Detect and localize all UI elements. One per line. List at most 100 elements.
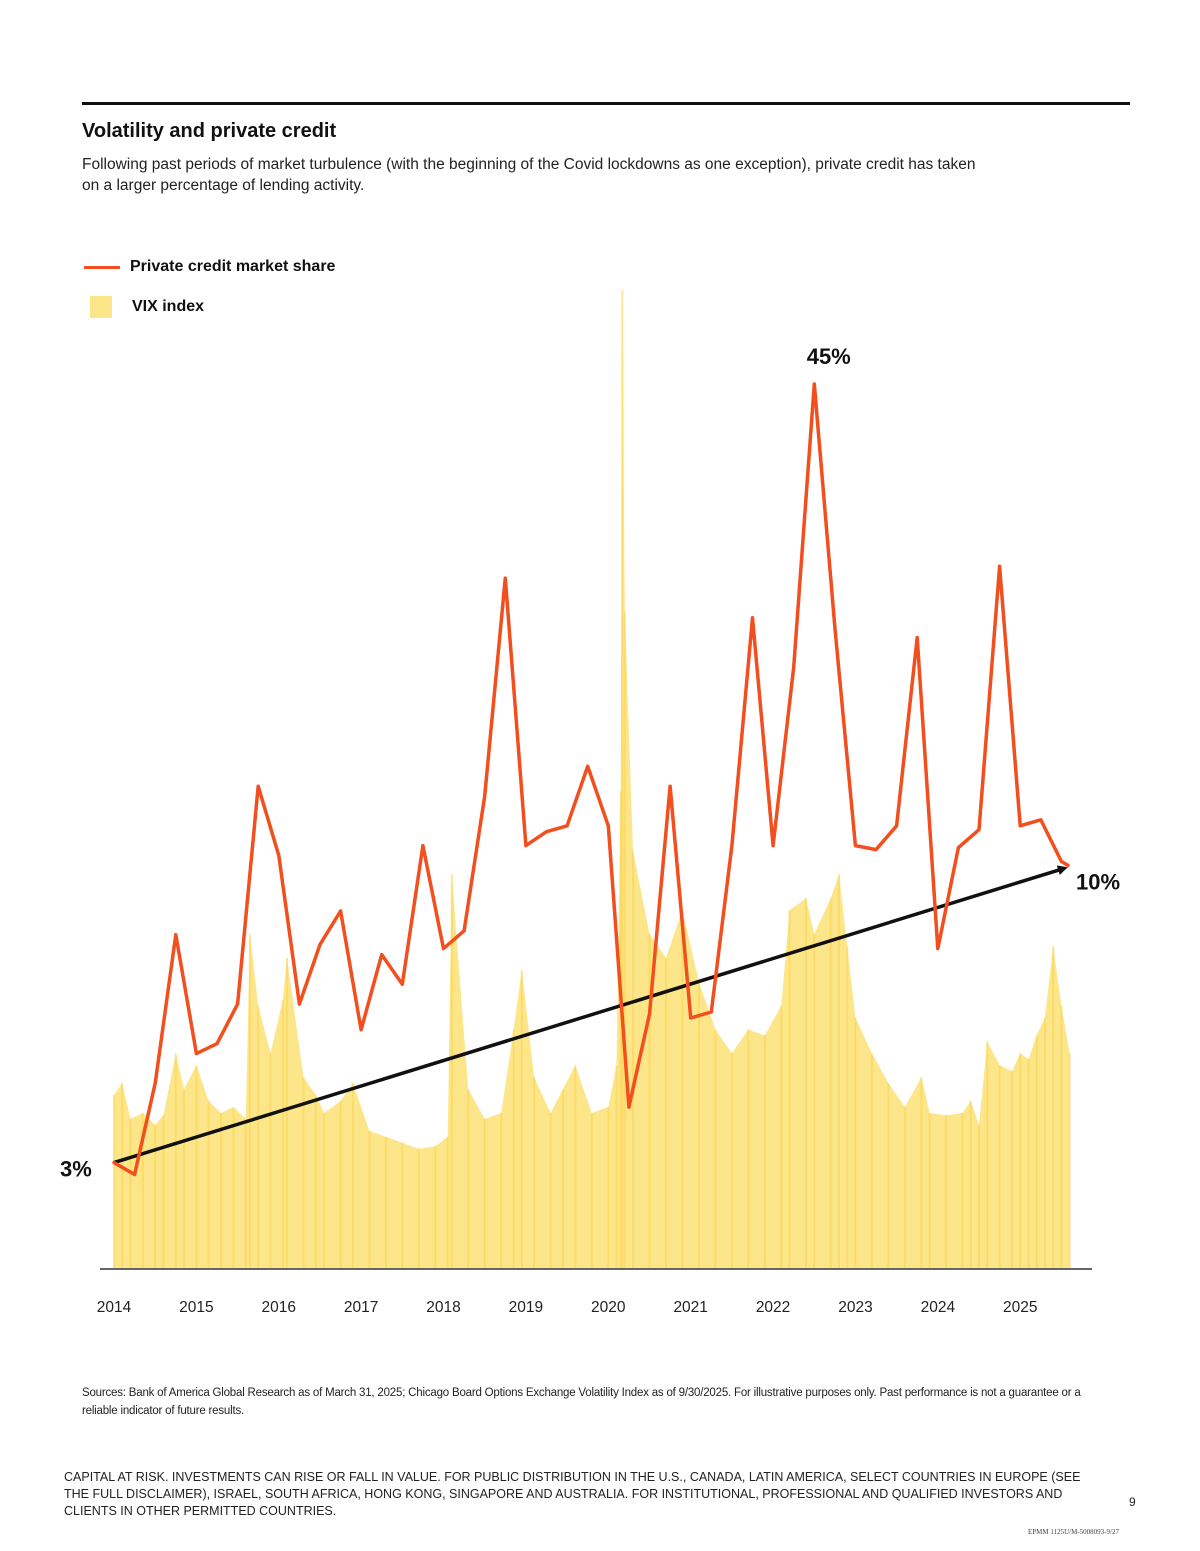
vix-point (286, 957, 288, 1268)
vix-point (520, 969, 523, 1268)
x-tick-label: 2014 (97, 1299, 132, 1316)
vix-point (533, 1077, 536, 1268)
vix-point (113, 1095, 115, 1268)
vix-point (1027, 1059, 1030, 1268)
page-number: 9 (1129, 1495, 1136, 1509)
x-tick-label: 2016 (262, 1299, 296, 1316)
vix-point (805, 898, 807, 1268)
vix-point (220, 1113, 223, 1268)
vix-point (998, 1065, 1001, 1268)
vix-point (562, 1089, 564, 1268)
x-tick-label: 2019 (509, 1299, 543, 1316)
vix-point (339, 1101, 342, 1268)
vix-point (986, 1041, 989, 1268)
document-code: EPMM 1125U/M-5008093-9/27 (1028, 1528, 1119, 1536)
vix-point (665, 957, 667, 1268)
data-label: 3% (60, 1157, 92, 1182)
vix-point (978, 1124, 980, 1268)
private-credit-line (112, 382, 1070, 1177)
vix-point (607, 1107, 610, 1268)
vix-point (920, 1077, 923, 1268)
vix-point (590, 1113, 593, 1268)
x-tick-label: 2020 (591, 1299, 626, 1316)
vix-point (450, 874, 453, 1268)
vix-point (969, 1101, 972, 1268)
vix-point (368, 1130, 371, 1268)
vix-point (574, 1065, 577, 1268)
vix-point (887, 1083, 890, 1268)
vix-point (621, 290, 624, 1268)
legend-area-swatch (90, 296, 112, 318)
vix-point (281, 999, 284, 1268)
vix-point (615, 1065, 618, 1268)
vix-point (351, 1083, 354, 1268)
vix-point (928, 1113, 931, 1268)
vix-point (1052, 946, 1055, 1268)
data-label: 10% (1076, 869, 1120, 894)
vix-point (512, 1029, 515, 1268)
x-tick-label: 2015 (179, 1299, 213, 1316)
vix-point (500, 1113, 503, 1268)
vix-point (961, 1113, 964, 1268)
vix-point (195, 1065, 198, 1268)
vix-point (763, 1035, 766, 1268)
vix-point (648, 934, 651, 1268)
top-rule (82, 102, 1130, 105)
vix-point (681, 910, 684, 1268)
legend-item-area: VIX index (84, 296, 204, 318)
vix-point (314, 1095, 317, 1268)
vix-point (632, 850, 634, 1268)
vix-point (232, 1107, 235, 1268)
vix-point (870, 1053, 873, 1268)
vix-point (838, 874, 840, 1268)
vix-point (162, 1115, 165, 1268)
vix-point (174, 1053, 177, 1268)
disclaimer: CAPITAL AT RISK. INVESTMENTS CAN RISE OR… (64, 1470, 1081, 1518)
vix-point (730, 1053, 733, 1268)
vix-point (417, 1148, 420, 1268)
vix-point (269, 1053, 272, 1268)
vix-point (446, 1136, 449, 1268)
vix-point (483, 1118, 486, 1268)
vix-point (323, 1113, 326, 1268)
sources-note: Sources: Bank of America Global Research… (82, 1387, 1081, 1417)
x-tick-label: 2025 (1003, 1299, 1037, 1316)
vix-point (183, 1089, 185, 1268)
vix-point (121, 1083, 124, 1268)
vix-point (129, 1118, 132, 1268)
vix-point (207, 1101, 210, 1268)
vix-point (141, 1113, 144, 1268)
vix-point (903, 1107, 906, 1268)
x-tick-label: 2018 (426, 1299, 460, 1316)
data-label: 45% (807, 344, 851, 369)
chart-subtitle: Following past periods of market turbule… (82, 156, 976, 194)
vix-point (248, 934, 251, 1268)
vix-point (154, 1124, 157, 1268)
vix-point (1019, 1053, 1022, 1268)
vix-point (302, 1077, 305, 1268)
vix-point (1035, 1035, 1038, 1268)
vix-point (623, 612, 626, 1268)
vix-point (788, 910, 791, 1268)
vix-point (747, 1029, 750, 1268)
x-tick-label: 2021 (673, 1299, 707, 1316)
x-tick-label: 2023 (838, 1299, 872, 1316)
vix-point (244, 1118, 247, 1268)
vix-point (257, 1005, 260, 1268)
vix-point (697, 981, 700, 1268)
vix-point (619, 790, 622, 1268)
vix-point (434, 1146, 437, 1268)
vix-point (829, 898, 832, 1268)
vix-point (549, 1113, 552, 1268)
vix-point (945, 1115, 948, 1268)
vix-point (1068, 1053, 1071, 1268)
vix-point (1060, 1005, 1063, 1268)
vix-point (813, 934, 816, 1268)
x-tick-label: 2024 (921, 1299, 956, 1316)
chart-title: Volatility and private credit (82, 120, 337, 142)
vix-point (467, 1089, 470, 1268)
legend-area-label: VIX index (132, 298, 205, 315)
vix-point (401, 1142, 404, 1268)
legend-item-line: Private credit market share (84, 258, 335, 276)
